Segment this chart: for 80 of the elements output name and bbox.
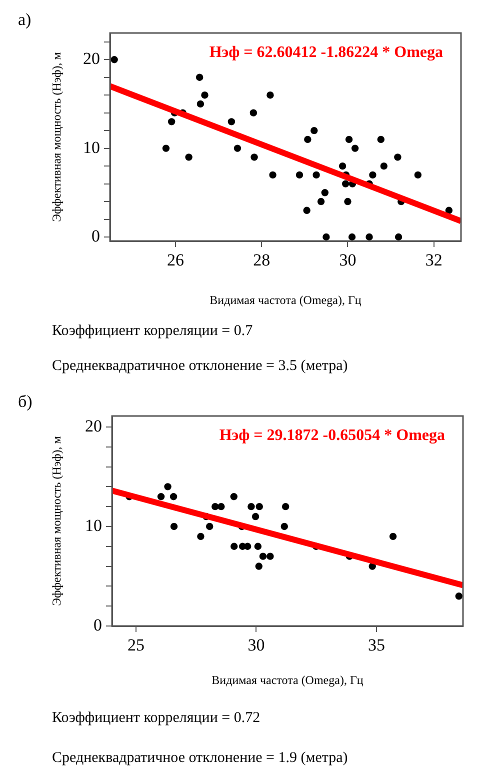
point: [266, 91, 274, 99]
point: [304, 136, 312, 144]
y-tick-label: 10: [85, 516, 102, 535]
point: [185, 154, 192, 161]
point: [321, 189, 329, 196]
point: [312, 171, 320, 179]
point: [259, 552, 267, 560]
point: [369, 171, 376, 179]
point: [170, 493, 178, 500]
point: [322, 233, 330, 241]
point: [162, 144, 170, 152]
x-tick-label: 32: [425, 250, 442, 270]
x-axis-title: Видимая частота (Omega), Гц: [212, 672, 364, 687]
point: [206, 522, 214, 530]
point: [296, 171, 304, 179]
point: [366, 233, 373, 241]
point: [197, 532, 204, 540]
point: [338, 162, 346, 170]
point: [218, 502, 225, 510]
point: [164, 483, 172, 490]
point: [394, 154, 402, 161]
point: [201, 91, 208, 99]
x-axis-title: Видимая частота (Omega), Гц: [210, 292, 362, 307]
y-tick-label: 10: [83, 138, 100, 157]
point: [252, 512, 260, 520]
y-tick-label: 0: [94, 615, 102, 634]
annotation: Нэф = 62.60412 -1.86224 * Omega: [209, 44, 443, 61]
point: [394, 233, 402, 241]
x-tick-label: 30: [339, 250, 356, 270]
point: [344, 198, 352, 206]
point: [389, 532, 397, 540]
point: [230, 493, 238, 500]
y-axis-title: Эффективная мощность (Нэф), м: [49, 436, 64, 606]
point: [348, 233, 356, 241]
point: [157, 493, 165, 500]
point: [303, 206, 310, 214]
point: [248, 502, 255, 510]
text: Среднеквадратичное отклонение = 1.9 (метра): [52, 750, 348, 767]
point: [345, 136, 353, 144]
point: [282, 502, 290, 510]
x-tick-label: 28: [253, 250, 270, 270]
point: [414, 171, 422, 179]
point: [110, 56, 118, 64]
point: [455, 592, 463, 600]
point: [377, 136, 384, 144]
point: [196, 100, 204, 108]
point: [250, 154, 258, 161]
chart-title: б): [18, 392, 32, 412]
chart-title: а): [18, 10, 32, 30]
y-tick-label: 20: [83, 49, 100, 68]
point: [351, 144, 359, 152]
point: [342, 180, 350, 188]
x-tick-label: 25: [128, 636, 145, 655]
annotation: Нэф = 29.1872 -0.65054 * Omega: [219, 427, 445, 444]
x-tick-label: 35: [368, 636, 385, 655]
point: [230, 542, 238, 550]
point: [254, 542, 262, 550]
point: [170, 522, 178, 530]
point: [234, 144, 242, 152]
point: [445, 206, 453, 214]
point: [280, 522, 288, 530]
point: [380, 162, 388, 170]
text: Коэффициент корреляции = 0.7: [52, 323, 253, 340]
y-axis-title: Эффективная мощность (Нэф), м: [49, 52, 64, 222]
point: [256, 502, 263, 510]
text: Среднеквадратичное отклонение = 3.5 (метра): [52, 358, 348, 375]
point: [266, 552, 274, 560]
point: [317, 198, 325, 206]
point: [250, 109, 258, 116]
y-tick-label: 0: [92, 226, 100, 246]
point: [310, 126, 318, 134]
text: Коэффициент корреляции = 0.72: [52, 710, 260, 727]
point: [168, 118, 176, 126]
y-tick-label: 20: [85, 416, 102, 436]
point: [228, 118, 236, 126]
point: [269, 171, 276, 179]
x-tick-label: 26: [166, 250, 184, 270]
x-tick-label: 30: [248, 636, 265, 655]
point: [196, 74, 204, 81]
point: [255, 562, 262, 570]
